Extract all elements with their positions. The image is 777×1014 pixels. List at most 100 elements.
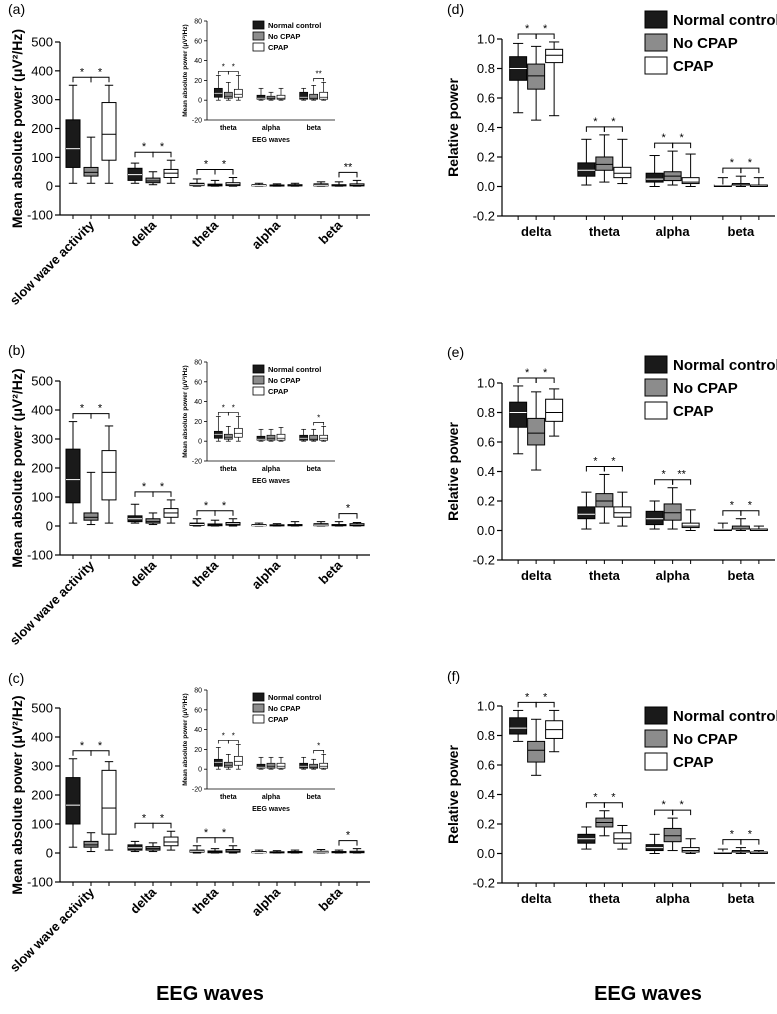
legend-swatch: [644, 706, 668, 725]
category-label: alpha: [248, 217, 283, 252]
chart-panel-c: (c)Mean absolute power (μV²/Hz) -10001002…: [7, 670, 370, 975]
y-tick-label: 300: [31, 92, 53, 107]
significance-marker: *: [730, 829, 735, 841]
significance-marker: *: [611, 116, 616, 128]
box-normal-control: [256, 763, 266, 769]
category-label: theta: [589, 891, 621, 906]
significance-marker: *: [232, 403, 235, 412]
inset-legend-label: CPAP: [268, 387, 288, 396]
significance-marker: *: [98, 66, 103, 78]
box-cpap: [319, 91, 329, 100]
significance-marker: *: [204, 500, 209, 512]
inset-legend-label: No CPAP: [268, 376, 300, 385]
significance-bracket: [603, 126, 623, 132]
y-tick-label: -0.2: [473, 553, 495, 568]
inset-category-label: theta: [220, 466, 237, 473]
significance-bracket: [535, 701, 555, 708]
y-tick-label: 100: [31, 150, 53, 165]
y-tick-label: -20: [192, 117, 202, 124]
significance-bracket: [90, 76, 110, 83]
y-tick-label: 500: [31, 701, 53, 716]
inset-y-axis-label: Mean absolute power (μV²/Hz): [182, 24, 189, 116]
significance-bracket: [313, 749, 325, 754]
inset-legend-swatch: [252, 42, 265, 52]
significance-marker: *: [142, 141, 147, 153]
y-tick-label: 0: [198, 98, 202, 105]
legend-label: Normal control: [673, 708, 777, 725]
box-cpap: [319, 434, 329, 441]
chart-panel-d: (d) Relative power -0.2 0.0 0.2 0.4 0.6 0.8 1.0 d…: [445, 1, 777, 239]
panel-label: (d): [447, 1, 464, 17]
significance-marker: *: [748, 157, 753, 169]
legend-label: CPAP: [673, 58, 714, 75]
significance-bracket: [740, 167, 760, 174]
significance-marker: *: [525, 691, 530, 703]
y-tick-label: 300: [31, 759, 53, 774]
box-cpap: [233, 88, 243, 98]
significance-marker: *: [543, 23, 548, 35]
significance-marker: *: [661, 469, 666, 481]
box-normal-control: [577, 506, 596, 520]
box-cpap: [276, 94, 286, 100]
box-no-cpap: [595, 156, 614, 171]
y-tick-label: 1.0: [477, 699, 495, 714]
box-normal-control: [65, 119, 81, 168]
inset-y-axis-label: Mean absolute power (μV²/Hz): [182, 693, 189, 785]
inset-legend-swatch: [252, 20, 265, 30]
panel-label: (f): [447, 668, 460, 684]
legend: Normal control No CPAP CPAP: [644, 706, 777, 771]
significance-marker: *: [611, 792, 616, 804]
category-label: alpha: [656, 224, 691, 239]
legend-label: No CPAP: [673, 380, 738, 397]
box-cpap: [613, 832, 632, 844]
significance-marker: *: [679, 799, 684, 811]
y-tick-label: 0.4: [477, 120, 495, 135]
box-normal-control: [256, 435, 266, 441]
inset-legend: Normal control No CPAP CPAP: [252, 20, 321, 52]
box-cpap: [545, 398, 564, 422]
legend-swatch: [644, 752, 668, 771]
y-tick-label: 0.8: [477, 728, 495, 743]
y-tick-label: 80: [194, 687, 202, 694]
category-label: beta: [728, 224, 756, 239]
significance-marker: *: [80, 403, 85, 415]
y-tick-label: 60: [194, 38, 202, 45]
legend-label: Normal control: [673, 357, 777, 374]
significance-bracket: [313, 78, 325, 82]
significance-marker: *: [222, 62, 225, 71]
box-cpap: [613, 166, 632, 179]
inset-legend-swatch: [252, 364, 265, 374]
significance-bracket: [214, 169, 234, 175]
box-cpap: [101, 450, 117, 501]
legend-label: Normal control: [673, 12, 777, 29]
box-no-cpap: [266, 434, 276, 441]
legend-swatch: [644, 729, 668, 748]
y-tick-label: 100: [31, 490, 53, 505]
category-label: beta: [316, 884, 346, 914]
panel-label: (a): [8, 1, 25, 17]
box-no-cpap: [83, 840, 99, 848]
significance-bracket: [227, 412, 239, 416]
inset-legend-label: Normal control: [268, 693, 321, 702]
inset-legend: Normal control No CPAP CPAP: [252, 364, 321, 396]
legend-swatch: [644, 355, 668, 374]
inset-legend-label: No CPAP: [268, 704, 300, 713]
y-tick-label: 200: [31, 788, 53, 803]
category-label: alpha: [248, 884, 283, 919]
y-tick-label: 0.4: [477, 464, 495, 479]
legend: Normal control No CPAP CPAP: [644, 10, 777, 75]
inset-category-label: alpha: [262, 794, 280, 801]
legend-label: No CPAP: [673, 731, 738, 748]
chart-panel-b: (b)Mean absolute power (μV²/Hz) -10001002…: [7, 342, 370, 648]
legend-label: CPAP: [673, 754, 714, 771]
significance-bracket: [603, 802, 623, 808]
legend: Normal control No CPAP CPAP: [644, 355, 777, 420]
box-normal-control: [509, 717, 528, 735]
box-normal-control: [299, 434, 309, 441]
significance-bracket: [217, 71, 229, 75]
x-axis-title-right: EEG waves: [594, 983, 702, 1005]
box-cpap: [225, 182, 241, 187]
box-cpap: [545, 48, 564, 64]
box-cpap: [101, 102, 117, 161]
y-tick-label: 400: [31, 730, 53, 745]
